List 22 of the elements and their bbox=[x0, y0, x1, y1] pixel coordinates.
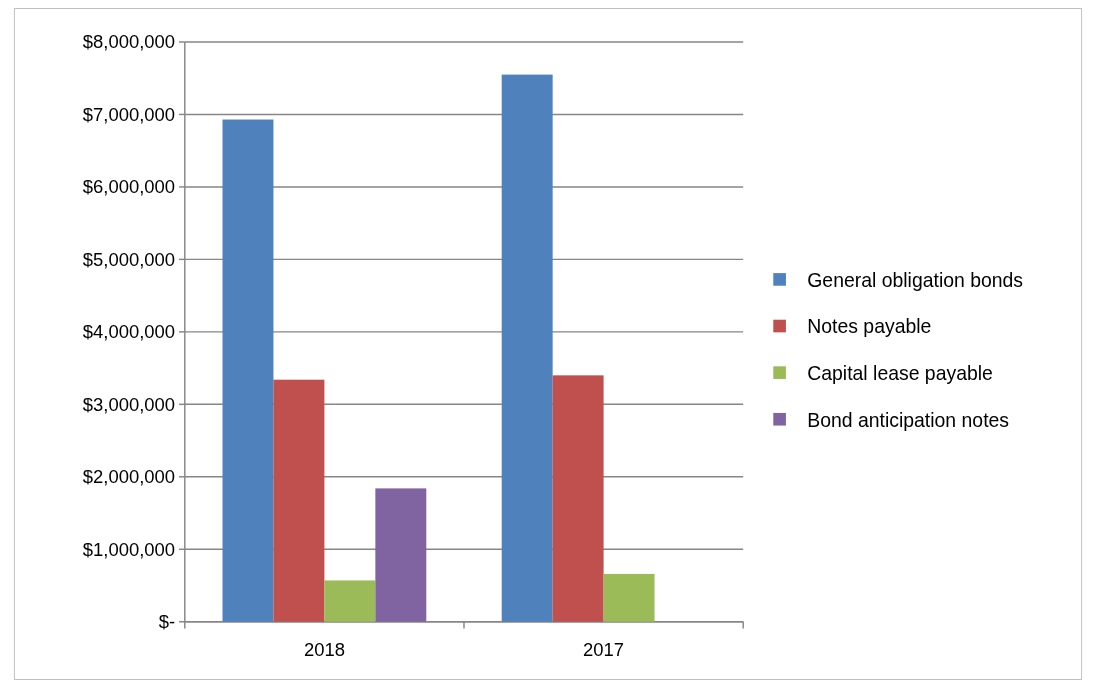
bar bbox=[324, 580, 376, 622]
y-tick-label: $3,000,000 bbox=[82, 393, 176, 415]
x-tick-label: 2018 bbox=[303, 638, 345, 660]
bar bbox=[222, 119, 274, 622]
y-tick-label: $8,000,000 bbox=[82, 31, 176, 53]
y-tick-label: $6,000,000 bbox=[82, 176, 176, 198]
x-tick-label: 2017 bbox=[583, 638, 625, 660]
y-tick-label: $7,000,000 bbox=[82, 103, 176, 125]
y-tick-label: $4,000,000 bbox=[82, 321, 176, 343]
legend-label: Notes payable bbox=[807, 315, 932, 338]
bar bbox=[501, 74, 553, 622]
y-tick-label: $5,000,000 bbox=[82, 248, 176, 270]
y-tick-label: $- bbox=[158, 611, 176, 633]
bar bbox=[273, 379, 325, 622]
bar bbox=[603, 573, 655, 622]
y-tick-label: $1,000,000 bbox=[82, 538, 176, 560]
legend-label: Capital lease payable bbox=[807, 361, 993, 384]
bar bbox=[375, 488, 427, 622]
legend-label: General obligation bonds bbox=[807, 268, 1024, 291]
bar bbox=[552, 375, 604, 622]
legend-label: Bond anticipation notes bbox=[807, 408, 1010, 431]
y-tick-label: $2,000,000 bbox=[82, 466, 176, 488]
